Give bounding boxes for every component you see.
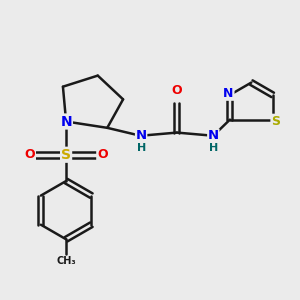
Text: N: N <box>60 115 72 128</box>
Text: S: S <box>61 148 71 162</box>
Text: H: H <box>136 143 146 153</box>
Text: CH₃: CH₃ <box>56 256 76 266</box>
Text: N: N <box>223 87 233 100</box>
Text: O: O <box>24 148 35 161</box>
Text: N: N <box>208 129 219 142</box>
Text: O: O <box>97 148 108 161</box>
Text: H: H <box>209 143 218 153</box>
Text: O: O <box>172 84 182 97</box>
Text: S: S <box>272 115 280 128</box>
Text: N: N <box>136 129 147 142</box>
